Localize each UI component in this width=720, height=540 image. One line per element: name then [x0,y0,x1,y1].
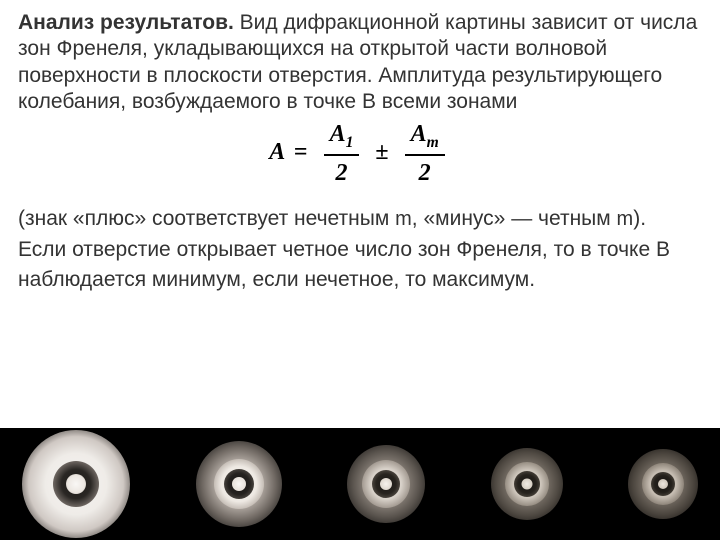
diffraction-disc-4 [491,448,563,520]
diffraction-photo-band [0,428,720,540]
para-2: (знак «плюс» соответствует нечетным m, «… [18,206,702,232]
page: Анализ результатов. Вид дифракционной ка… [0,0,720,540]
formula-den-1: 2 [324,156,360,188]
formula-lhs: A [269,139,284,165]
formula-frac-2: Am 2 [405,119,445,188]
body-text: Анализ результатов. Вид дифракционной ка… [18,10,702,297]
formula-num-1: A1 [324,119,360,156]
diffraction-disc-5 [628,449,698,519]
diffraction-disc-1 [22,430,130,538]
para-1: Анализ результатов. Вид дифракционной ка… [18,10,702,115]
disc-4-layer-4 [521,479,532,490]
formula: A = A1 2 ± Am 2 [18,119,702,188]
disc-2-layer-4 [232,477,246,491]
disc-5-layer-4 [658,479,668,489]
diffraction-disc-2 [196,441,282,527]
heading: Анализ результатов. [18,11,234,34]
formula-num-2: Am [405,119,445,156]
disc-1-layer-3 [66,474,86,494]
para-3: Если отверстие открывает четное число зо… [18,237,702,263]
disc-3-layer-4 [380,478,392,490]
formula-frac-1: A1 2 [324,119,360,188]
para-4: наблюдается минимум, если нечетное, то м… [18,267,702,293]
formula-eq: = [294,139,308,165]
diffraction-disc-3 [347,445,425,523]
formula-den-2: 2 [405,156,445,188]
formula-pm: ± [375,139,388,165]
